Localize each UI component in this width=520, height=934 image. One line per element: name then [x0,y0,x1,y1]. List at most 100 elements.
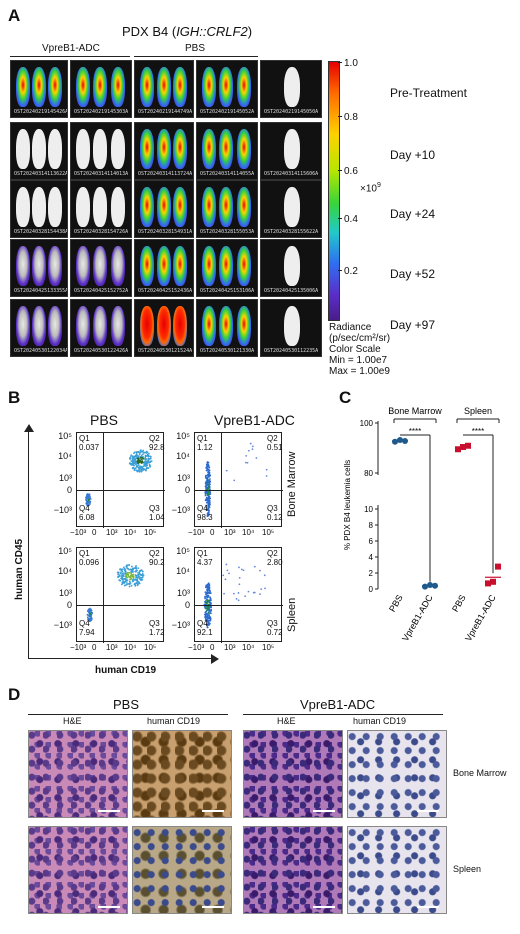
flow-event-dot [237,592,240,594]
flow-event-dot [129,458,131,460]
flow-event-dot [126,579,128,582]
y-tick-label: 10 [364,505,373,514]
flow-event-dot [208,500,210,503]
quadrant-name: Q4 [79,504,90,513]
mouse-figure [16,246,30,286]
flow-event-dot [205,509,208,511]
mouse-figure [173,246,188,286]
flow-x-tick: 10⁴ [242,643,255,652]
flow-event-dot [126,583,129,586]
flow-event-dot [134,467,137,470]
flow-event-dot [208,624,210,626]
timepoint-label: Day +52 [390,267,436,281]
flow-event-dot [237,599,240,602]
flow-event-dot [208,599,211,602]
mouse-figure [76,67,90,107]
flow-event-dot [126,566,128,569]
stain-label: H&E [63,716,82,726]
flow-event-dot [205,623,208,626]
flow-event-dot [204,607,207,610]
quadrant-value: 90.2 [149,558,165,567]
mouse-figure [219,67,234,107]
flow-y-tick: −10³ [171,620,190,630]
flow-event-dot [135,454,137,457]
flow-event-dot [205,498,208,500]
ivis-tile: OST20240328154726A [70,180,132,238]
flow-event-dot [225,469,228,472]
flow-event-dot [208,619,210,622]
flow-event-dot [132,578,135,581]
flow-x-arrow-line [28,658,212,659]
stain-label: human CD19 [353,716,407,726]
flow-dots [86,564,145,623]
flow-event-dot [240,568,243,571]
flow-y-tick: 10⁵ [58,431,72,441]
scatter-chart: 100 80 10 8 6 4 2 0 % PDX B4 leukemia cells Bone … [343,406,501,643]
flow-y-tick: 10⁴ [58,451,72,461]
flow-event-dot [207,496,210,499]
flow-event-dot [207,481,210,483]
mouse-figure [110,129,125,169]
tile-id-text: OST20240314114013A [74,171,129,177]
mouse-figure [76,306,90,346]
scale-bar [202,906,224,908]
significance-stars: **** [409,427,421,436]
tile-id-text: OST20240314113622A [14,171,68,177]
flow-event-dot [125,573,128,576]
flow-event-dot [147,452,150,455]
flow-event-dot [206,499,209,502]
flow-event-dot [242,569,245,572]
flow-y-tick: 10⁵ [176,431,190,441]
flow-event-dot [147,454,150,457]
tile-id-text: OST20240328155053A [200,229,255,235]
flow-event-dot [238,576,241,579]
flow-event-dot [120,577,122,580]
tile-id-text: OST20240219145050A [264,109,319,115]
flow-event-dot [222,574,225,577]
data-point [402,438,408,444]
flow-event-dot [150,460,153,463]
flow-event-dot [238,566,240,569]
flow-event-dot [209,596,211,599]
flow-event-dot [140,578,143,581]
flow-event-dot [123,566,125,569]
quadrant-name: Q2 [267,434,278,443]
flow-event-dot [120,571,122,574]
ivis-tile: OST20240314113622A [10,122,68,180]
flow-event-dot [205,496,208,499]
flow-event-dot [140,456,142,459]
flow-event-dot [224,578,227,581]
flow-event-dot [135,451,138,454]
quadrant-value: 98.3 [197,513,213,522]
flow-x-tick: 10⁵ [262,643,275,652]
flow-event-dot [89,611,92,613]
color-scale-multiplier: ×109 [360,182,381,195]
flow-event-dot [139,576,142,579]
flow-event-dot [140,569,143,572]
flow-event-dot [140,576,143,579]
group-label-pbs: PBS [185,43,206,54]
histo-group-title-vpreb: VpreB1-ADC [300,697,376,712]
flow-event-dot [123,584,126,587]
mouse-figure [140,67,154,107]
flow-event-dot [141,450,144,453]
data-point [427,582,433,588]
flow-event-dot [124,571,127,573]
flow-event-dot [206,461,209,464]
flow-event-dot [207,595,210,597]
flow-event-dot [88,493,90,496]
flow-col-title-pbs: PBS [90,412,119,428]
flow-event-dot [209,601,212,604]
flow-event-dot [144,457,147,460]
flow-event-dot [206,609,208,612]
mouse-figure [76,129,90,169]
quadrant-value: 1.72 [149,628,165,637]
flow-x-tick: 10³ [224,528,236,537]
flow-event-dot [206,468,209,470]
flow-event-dot [209,497,212,500]
data-point [465,442,471,449]
flow-event-dot [228,572,230,575]
mouse-figure [140,187,154,227]
flow-plot: Q1 0.037 Q2 92.8 Q3 1.04 Q4 6.08 [76,432,165,528]
ivis-tile: OST20240219145303A [70,60,132,118]
